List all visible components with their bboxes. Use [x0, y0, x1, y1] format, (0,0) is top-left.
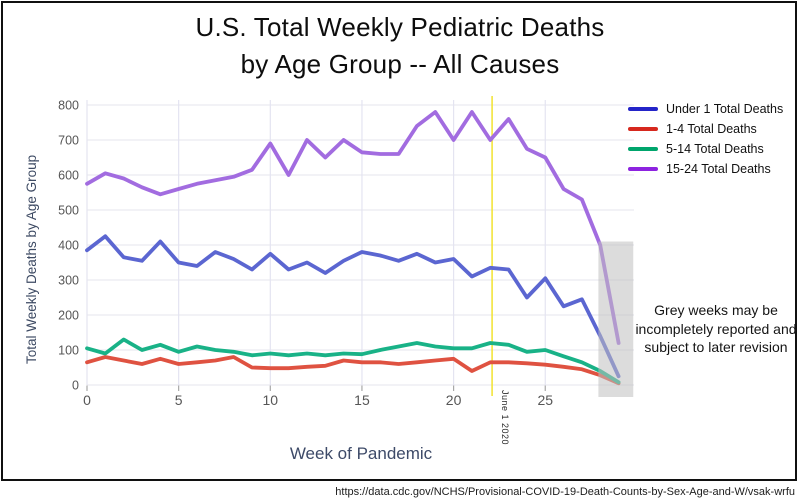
y-tick-label: 300: [58, 274, 79, 288]
event-line-label: June 1 2020: [500, 390, 510, 446]
x-tick-label: 5: [175, 392, 183, 408]
x-tick-label: 0: [83, 392, 91, 408]
y-tick-label: 500: [58, 204, 79, 218]
legend-label: Under 1 Total Deaths: [666, 102, 784, 116]
series-line-15-24-total-deaths: [85, 110, 621, 345]
y-tick-label: 400: [58, 239, 79, 253]
y-tick-label: 0: [72, 379, 79, 393]
y-tick-label: 600: [58, 169, 79, 183]
legend-swatch: [628, 147, 658, 151]
chart-title: U.S. Total Weekly Pediatric Deaths by Ag…: [0, 9, 800, 83]
series-line-1-4-total-deaths: [85, 355, 621, 386]
legend-swatch: [628, 107, 658, 111]
grey-region-note: Grey weeks may be incompletely reported …: [635, 302, 797, 355]
x-axis-title: Week of Pandemic: [289, 444, 433, 463]
y-tick-label: 800: [58, 99, 79, 113]
legend-swatch: [628, 127, 658, 131]
x-tick-label: 20: [446, 392, 462, 408]
legend-swatch: [628, 167, 658, 171]
legend-label: 1-4 Total Deaths: [666, 122, 757, 136]
y-tick-label: 700: [58, 134, 79, 148]
legend-row: 5-14 Total Deaths: [628, 139, 783, 159]
legend-row: Under 1 Total Deaths: [628, 99, 783, 119]
series-line-under-1-total-deaths: [85, 234, 621, 379]
source-url: https://data.cdc.gov/NCHS/Provisional-CO…: [335, 486, 795, 498]
legend-label: 15-24 Total Deaths: [666, 162, 771, 176]
plot-area: 0 100 200 300 400 500 600 700 800 0 5 10 15 20 25: [58, 96, 634, 408]
legend: Under 1 Total Deaths 1-4 Total Deaths 5-14…: [628, 99, 783, 179]
y-tick-label: 100: [58, 344, 79, 358]
chart-title-line1: U.S. Total Weekly Pediatric Deaths: [195, 12, 605, 42]
legend-row: 1-4 Total Deaths: [628, 119, 783, 139]
x-tick-label: 10: [263, 392, 279, 408]
legend-label: 5-14 Total Deaths: [666, 142, 764, 156]
y-tick-label: 200: [58, 309, 79, 323]
y-axis-title: Total Weekly Deaths by Age Group: [24, 154, 39, 364]
series-line-5-14-total-deaths: [85, 337, 621, 385]
x-tick-label: 15: [354, 392, 370, 408]
grey-region: [598, 241, 634, 397]
x-tick-label: 25: [537, 392, 553, 408]
legend-row: 15-24 Total Deaths: [628, 159, 783, 179]
chart-title-line2: by Age Group -- All Causes: [240, 49, 560, 79]
